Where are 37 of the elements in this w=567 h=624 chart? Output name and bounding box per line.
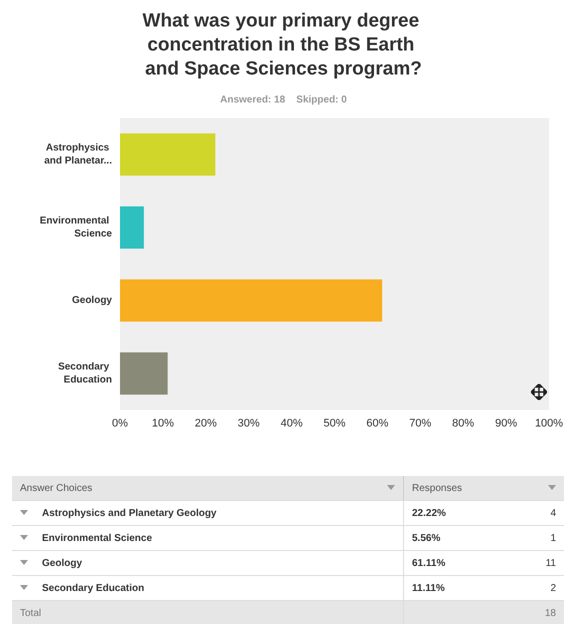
category-label: Environmental Science — [12, 526, 373, 550]
x-tick-label: 30% — [238, 418, 260, 430]
bar — [120, 279, 382, 322]
x-tick-label: 80% — [452, 418, 474, 430]
x-tick-label: 100% — [534, 418, 564, 430]
data-label: 2 — [528, 576, 564, 600]
x-tick-label: 0% — [112, 418, 128, 430]
y-tick-label: Astrophysics and Planetar... — [44, 142, 112, 166]
category-label: Secondary Education — [12, 576, 373, 600]
data-label: 1 — [528, 526, 564, 550]
text: 22.22% — [412, 508, 446, 518]
x-tick-label: 90% — [495, 418, 518, 430]
x-tick-label: 10% — [152, 418, 174, 430]
x-tick-label: 40% — [280, 418, 303, 430]
data-label: 4 — [528, 500, 564, 526]
text: Responses — [404, 476, 528, 500]
x-tick-label: 20% — [194, 418, 218, 430]
x-tick-label: 60% — [366, 418, 389, 430]
text: 18 — [528, 600, 564, 624]
category-label: Astrophysics and Planetary Geology — [12, 500, 373, 526]
data-label: 11 — [528, 550, 564, 576]
x-tick-label: 50% — [323, 418, 346, 430]
text: Answer Choices — [12, 476, 373, 500]
text: 5.56% — [412, 532, 440, 544]
bar — [120, 206, 144, 249]
chart-subtitle: Answered: 18 Skipped: 0 — [220, 94, 348, 106]
y-tick-label: Environmental Science — [40, 216, 112, 240]
chart-title: What was your primary degree concentration in the BS Earth and Space Sciences program? — [142, 10, 424, 80]
category-label: Geology — [12, 550, 373, 576]
text: Total — [12, 600, 373, 624]
text: 11.11% — [412, 582, 445, 594]
text: 61.11% — [412, 558, 446, 568]
bar — [120, 133, 216, 176]
x-tick-label: 70% — [409, 418, 432, 430]
bar — [120, 352, 168, 395]
y-tick-label: Geology — [72, 295, 112, 306]
y-tick-label: Secondary Education — [58, 362, 112, 386]
